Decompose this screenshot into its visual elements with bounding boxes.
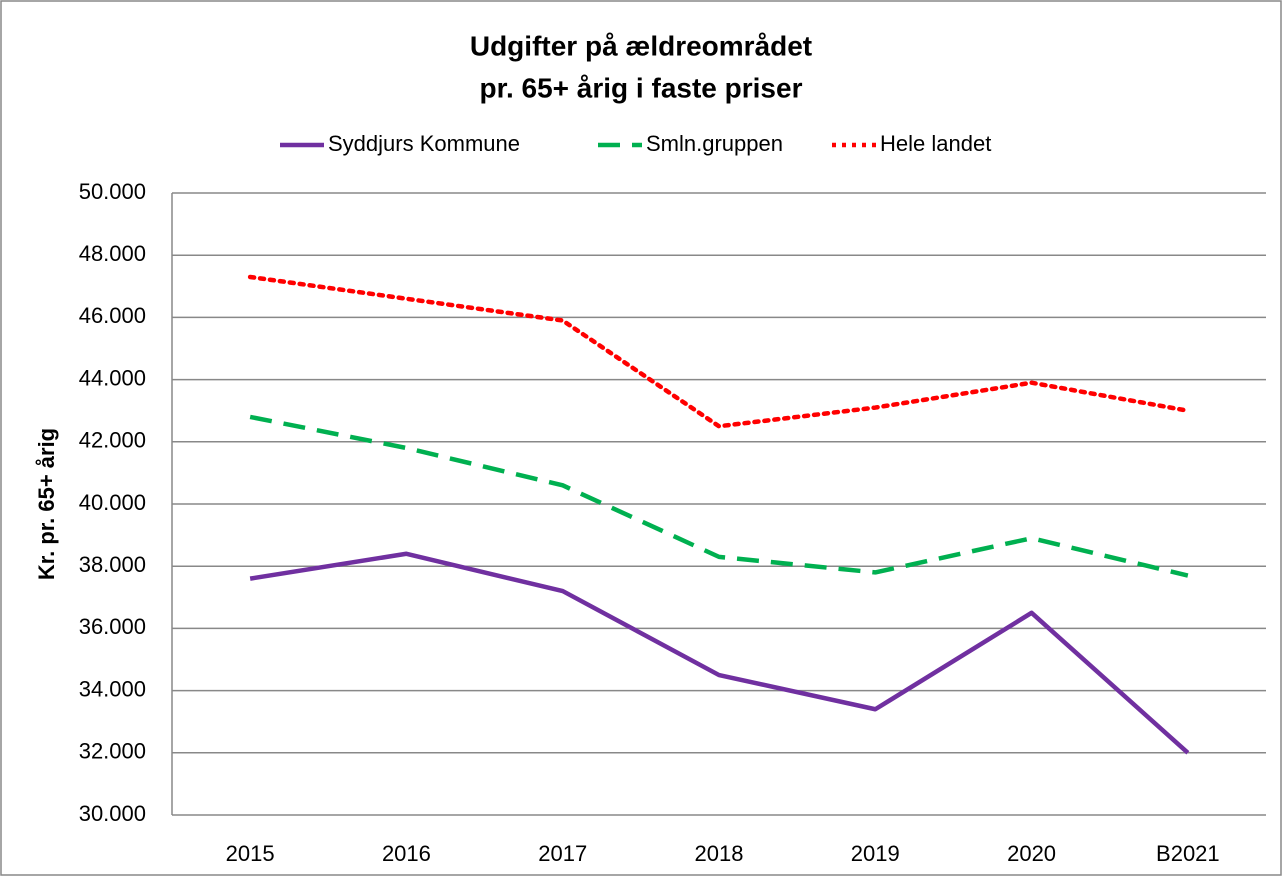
y-tick-label: 36.000 — [79, 614, 146, 639]
x-tick-label: 2019 — [851, 841, 900, 866]
y-tick-label: 46.000 — [79, 303, 146, 328]
series-line — [247, 274, 1191, 429]
legend-label: Hele landet — [880, 131, 991, 156]
x-tick-label: 2018 — [695, 841, 744, 866]
y-tick-label: 38.000 — [79, 552, 146, 577]
y-tick-label: 32.000 — [79, 739, 146, 764]
series-line — [249, 414, 1189, 578]
x-tick-label: 2020 — [1007, 841, 1056, 866]
y-tick-label: 44.000 — [79, 365, 146, 390]
legend-label: Smln.gruppen — [646, 131, 783, 156]
y-tick-label: 48.000 — [79, 241, 146, 266]
y-tick-label: 50.000 — [79, 179, 146, 204]
x-tick-label: 2017 — [538, 841, 587, 866]
y-tick-label: 30.000 — [79, 801, 146, 826]
legend-label: Syddjurs Kommune — [328, 131, 520, 156]
x-tick-label: B2021 — [1156, 841, 1220, 866]
chart-title: Udgifter på ældreområdet — [470, 30, 812, 61]
series-line — [249, 551, 1190, 755]
chart-subtitle: pr. 65+ årig i faste priser — [480, 72, 803, 103]
y-tick-label: 40.000 — [79, 490, 146, 515]
y-axis-label: Kr. pr. 65+ årig — [34, 428, 59, 580]
x-tick-label: 2016 — [382, 841, 431, 866]
x-tick-label: 2015 — [226, 841, 275, 866]
y-tick-label: 42.000 — [79, 428, 146, 453]
y-tick-label: 34.000 — [79, 676, 146, 701]
